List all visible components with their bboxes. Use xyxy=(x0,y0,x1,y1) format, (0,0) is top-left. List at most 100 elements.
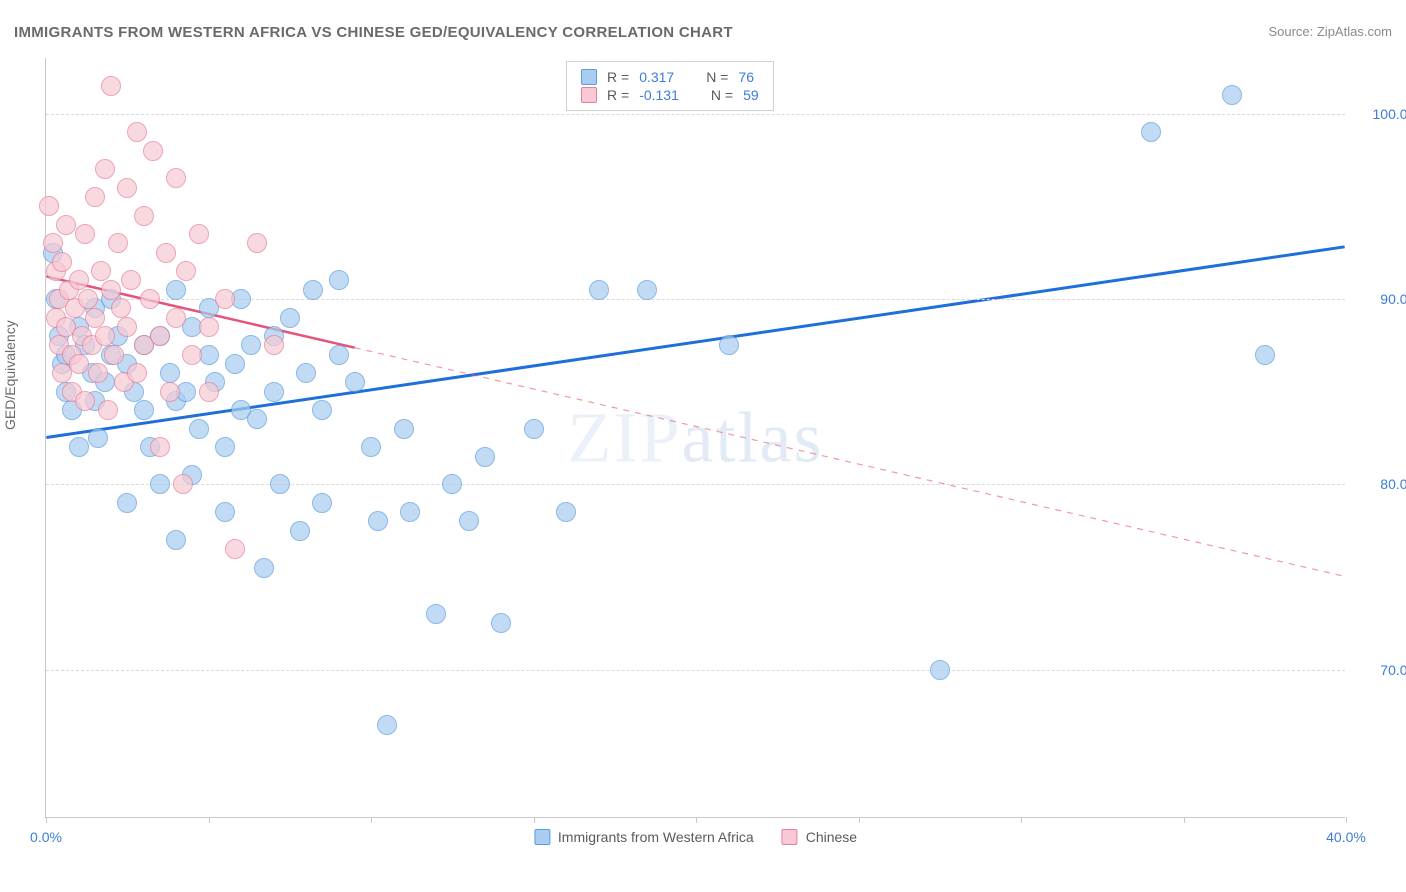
scatter-point-wafrica xyxy=(377,715,397,735)
scatter-point-wafrica xyxy=(637,280,657,300)
source-label: Source: ZipAtlas.com xyxy=(1268,24,1392,39)
scatter-point-wafrica xyxy=(719,335,739,355)
scatter-point-wafrica xyxy=(1222,85,1242,105)
swatch-chinese xyxy=(581,87,597,103)
chart-title: IMMIGRANTS FROM WESTERN AFRICA VS CHINES… xyxy=(14,24,733,41)
scatter-point-wafrica xyxy=(69,437,89,457)
scatter-point-wafrica xyxy=(329,270,349,290)
legend-label: Chinese xyxy=(806,829,857,845)
chart-container: IMMIGRANTS FROM WESTERN AFRICA VS CHINES… xyxy=(0,0,1406,892)
scatter-point-wafrica xyxy=(930,660,950,680)
scatter-point-wafrica xyxy=(345,372,365,392)
scatter-point-chinese xyxy=(156,243,176,263)
scatter-point-chinese xyxy=(189,224,209,244)
scatter-point-wafrica xyxy=(296,363,316,383)
scatter-point-chinese xyxy=(150,326,170,346)
scatter-point-chinese xyxy=(98,400,118,420)
scatter-point-chinese xyxy=(91,261,111,281)
y-tick-label: 100.0% xyxy=(1355,106,1406,122)
scatter-point-chinese xyxy=(150,437,170,457)
scatter-point-wafrica xyxy=(134,400,154,420)
scatter-point-wafrica xyxy=(88,428,108,448)
swatch-wafrica xyxy=(534,829,550,845)
x-tick xyxy=(534,817,535,823)
legend-stats-row: R = -0.131 N = 59 xyxy=(581,87,759,103)
scatter-point-chinese xyxy=(78,289,98,309)
scatter-point-chinese xyxy=(199,382,219,402)
scatter-point-chinese xyxy=(247,233,267,253)
swatch-chinese xyxy=(782,829,798,845)
scatter-point-chinese xyxy=(215,289,235,309)
scatter-point-chinese xyxy=(95,326,115,346)
scatter-point-wafrica xyxy=(150,474,170,494)
r-value-wafrica: 0.317 xyxy=(639,69,674,85)
scatter-point-wafrica xyxy=(400,502,420,522)
scatter-point-chinese xyxy=(264,335,284,355)
x-tick-label: 40.0% xyxy=(1326,829,1366,845)
x-tick xyxy=(696,817,697,823)
n-label: N = xyxy=(706,69,728,85)
scatter-point-chinese xyxy=(160,382,180,402)
y-tick-label: 90.0% xyxy=(1355,291,1406,307)
scatter-point-wafrica xyxy=(166,530,186,550)
scatter-point-wafrica xyxy=(166,280,186,300)
scatter-point-chinese xyxy=(75,391,95,411)
scatter-point-wafrica xyxy=(225,354,245,374)
gridline-h xyxy=(46,484,1345,485)
r-value-chinese: -0.131 xyxy=(639,87,679,103)
scatter-point-wafrica xyxy=(1141,122,1161,142)
gridline-h xyxy=(46,114,1345,115)
scatter-point-chinese xyxy=(85,308,105,328)
scatter-point-chinese xyxy=(121,270,141,290)
legend-item-wafrica: Immigrants from Western Africa xyxy=(534,829,754,845)
scatter-point-chinese xyxy=(127,122,147,142)
trend-lines xyxy=(46,58,1345,817)
x-tick xyxy=(46,817,47,823)
scatter-point-chinese xyxy=(134,206,154,226)
r-label: R = xyxy=(607,87,629,103)
y-axis-label: GED/Equivalency xyxy=(2,320,18,430)
scatter-point-chinese xyxy=(111,298,131,318)
scatter-point-chinese xyxy=(127,363,147,383)
scatter-point-wafrica xyxy=(160,363,180,383)
scatter-point-wafrica xyxy=(215,437,235,457)
scatter-point-wafrica xyxy=(394,419,414,439)
swatch-wafrica xyxy=(581,69,597,85)
scatter-point-wafrica xyxy=(303,280,323,300)
x-tick xyxy=(1346,817,1347,823)
scatter-point-chinese xyxy=(69,354,89,374)
scatter-point-chinese xyxy=(69,270,89,290)
scatter-point-chinese xyxy=(117,178,137,198)
r-label: R = xyxy=(607,69,629,85)
scatter-point-chinese xyxy=(166,308,186,328)
legend-stats-row: R = 0.317 N = 76 xyxy=(581,69,759,85)
scatter-point-chinese xyxy=(56,215,76,235)
scatter-point-wafrica xyxy=(264,382,284,402)
scatter-point-wafrica xyxy=(442,474,462,494)
scatter-point-wafrica xyxy=(361,437,381,457)
scatter-point-chinese xyxy=(225,539,245,559)
x-tick xyxy=(1184,817,1185,823)
scatter-point-wafrica xyxy=(241,335,261,355)
watermark: ZIPatlas xyxy=(568,396,824,479)
scatter-point-wafrica xyxy=(270,474,290,494)
scatter-point-chinese xyxy=(182,345,202,365)
trend-line-dashed-chinese xyxy=(355,348,1345,577)
scatter-point-chinese xyxy=(101,76,121,96)
scatter-point-wafrica xyxy=(280,308,300,328)
scatter-point-chinese xyxy=(52,252,72,272)
x-tick xyxy=(859,817,860,823)
legend-label: Immigrants from Western Africa xyxy=(558,829,754,845)
scatter-point-chinese xyxy=(176,261,196,281)
scatter-point-chinese xyxy=(85,187,105,207)
x-tick xyxy=(1021,817,1022,823)
scatter-point-wafrica xyxy=(1255,345,1275,365)
scatter-point-wafrica xyxy=(459,511,479,531)
plot-area: ZIPatlas R = 0.317 N = 76 R = -0.131 N =… xyxy=(45,58,1345,818)
scatter-point-wafrica xyxy=(491,613,511,633)
scatter-point-chinese xyxy=(43,233,63,253)
n-label: N = xyxy=(711,87,733,103)
scatter-point-wafrica xyxy=(524,419,544,439)
scatter-point-chinese xyxy=(95,159,115,179)
scatter-point-chinese xyxy=(75,224,95,244)
